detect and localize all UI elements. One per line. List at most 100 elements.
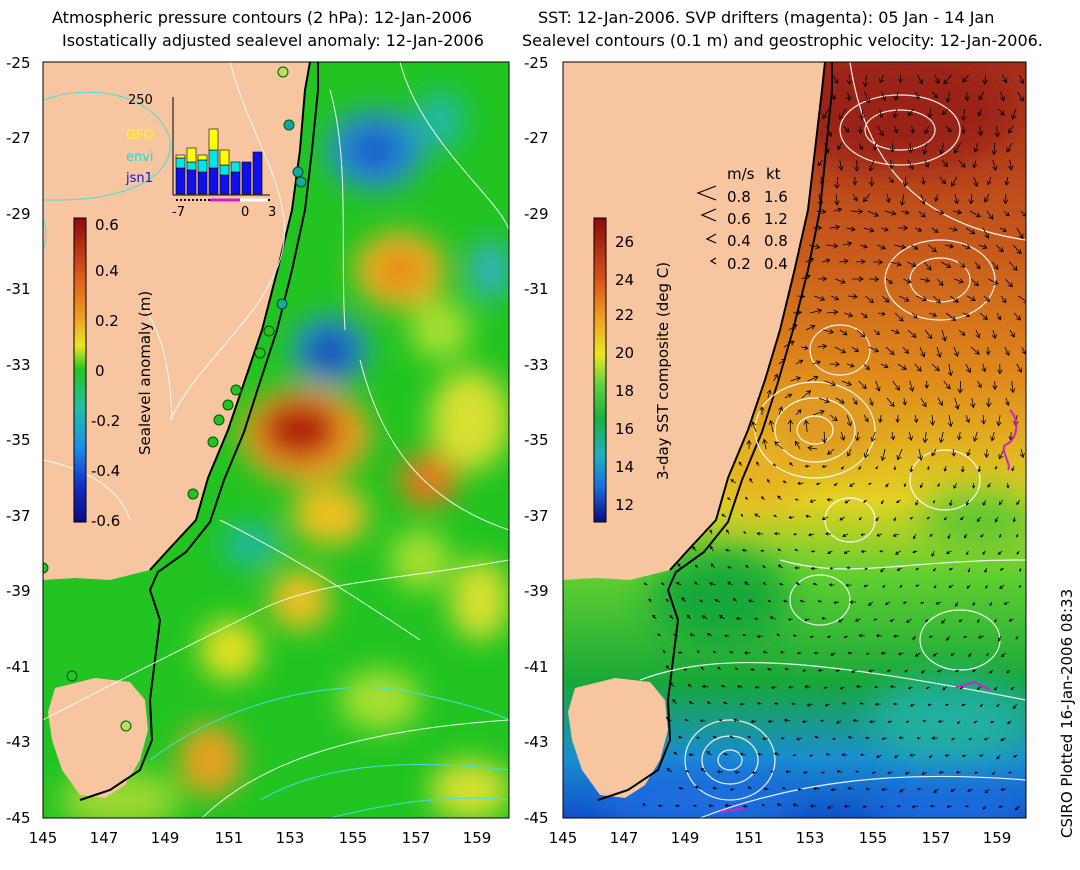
velocity-arrow xyxy=(894,754,899,758)
velocity-arrow xyxy=(684,719,689,722)
velocity-arrow xyxy=(726,497,731,501)
velocity-arrow xyxy=(884,210,897,216)
velocity-arrow xyxy=(973,142,979,153)
velocity-arrow xyxy=(935,209,945,215)
velocity-arrow xyxy=(963,635,968,639)
lon-label: 149 xyxy=(151,829,180,847)
velocity-arrow xyxy=(767,600,772,603)
velocity-arrow xyxy=(932,652,938,657)
velocity-arrow xyxy=(777,495,782,501)
velocity-arrow xyxy=(924,125,930,135)
lon-label: 157 xyxy=(922,829,951,847)
velocity-arrow xyxy=(972,669,977,672)
velocity-arrow xyxy=(863,227,875,233)
velocity-arrow xyxy=(822,328,834,335)
velocity-arrow xyxy=(694,581,699,586)
legend-kt: 0.4 xyxy=(764,255,788,273)
velocity-arrow xyxy=(839,108,847,120)
velocity-arrow xyxy=(890,431,896,441)
velocity-arrow xyxy=(821,616,827,620)
velocity-arrow xyxy=(961,754,967,758)
velocity-arrow xyxy=(921,176,926,186)
velocity-arrow xyxy=(842,533,849,538)
left-map-frame xyxy=(42,61,510,819)
velocity-arrow xyxy=(916,295,928,302)
velocity-arrow xyxy=(915,584,920,587)
velocity-arrow xyxy=(1017,91,1024,102)
coastline xyxy=(669,62,826,571)
velocity-arrow xyxy=(730,479,736,484)
velocity-arrow xyxy=(865,736,870,740)
velocity-arrow xyxy=(899,193,906,207)
velocity-arrow xyxy=(814,735,819,739)
velocity-arrow xyxy=(1010,686,1015,690)
velocity-arrow xyxy=(860,533,866,536)
velocity-arrow xyxy=(917,448,924,461)
anomaly-colorbar-ticks: 0.6 0.4 0.2 0 -0.2 -0.4 -0.6 xyxy=(91,216,120,530)
velocity-arrow xyxy=(843,312,854,318)
velocity-arrow xyxy=(868,159,875,172)
velocity-arrow xyxy=(934,193,939,203)
velocity-arrow xyxy=(959,516,965,520)
plot-credit: CSIRO Plotted 16-Jan-2006 08:33 xyxy=(1058,588,1076,838)
velocity-arrow xyxy=(754,685,760,689)
velocity-arrow xyxy=(735,616,742,621)
velocity-arrow xyxy=(988,278,999,285)
velocity-arrow xyxy=(847,786,854,791)
velocity-arrow xyxy=(810,550,816,553)
velocity-arrow xyxy=(917,74,924,85)
velocity-arrow xyxy=(816,208,827,215)
lon-label: 151 xyxy=(215,829,244,847)
velocity-arrow xyxy=(1008,771,1013,774)
velocity-arrow xyxy=(895,414,901,424)
velocity-arrow xyxy=(740,513,744,518)
legend-arrow-icon xyxy=(705,233,717,244)
lon-label: 147 xyxy=(90,829,119,847)
sst-tick: 20 xyxy=(615,344,634,362)
velocity-arrow xyxy=(849,600,856,604)
velocity-arrow xyxy=(925,618,929,623)
lon-label: 155 xyxy=(859,829,888,847)
velocity-arrow xyxy=(809,804,816,808)
velocity-arrow xyxy=(804,685,811,689)
sst-tick: 12 xyxy=(615,496,634,514)
velocity-arrow xyxy=(933,584,937,589)
velocity-arrow xyxy=(1005,397,1010,406)
velocity-arrow xyxy=(784,667,790,671)
legend-header-ms: m/s xyxy=(727,165,755,183)
velocity-arrow xyxy=(850,669,858,673)
velocity-arrow xyxy=(760,549,765,553)
velocity-arrow xyxy=(863,414,869,423)
velocity-arrow xyxy=(701,615,708,620)
velocity-arrow xyxy=(795,582,801,586)
lat-label: -27 xyxy=(524,129,549,147)
velocity-arrow xyxy=(833,207,843,213)
velocity-arrow xyxy=(788,324,798,331)
velocity-arrow xyxy=(841,380,852,386)
velocity-arrow xyxy=(774,702,779,706)
lat-label: -25 xyxy=(6,54,31,72)
sealevel-anomaly-field xyxy=(60,90,509,818)
velocity-arrow xyxy=(788,685,794,689)
velocity-arrow xyxy=(817,343,828,350)
velocity-arrow xyxy=(729,735,734,739)
velocity-arrow xyxy=(1000,787,1007,792)
velocity-arrow xyxy=(800,345,809,350)
velocity-arrow xyxy=(921,669,926,674)
velocity-arrow xyxy=(827,448,835,455)
velocity-arrow xyxy=(976,516,982,523)
velocity-arrow xyxy=(929,414,936,426)
velocity-arrow xyxy=(922,431,929,444)
right-title-line1: SST: 12-Jan-2006. SVP drifters (magenta)… xyxy=(538,8,995,27)
velocity-arrow xyxy=(977,125,984,137)
velocity-arrow xyxy=(748,599,755,603)
velocity-arrow xyxy=(961,703,966,707)
velocity-arrow xyxy=(965,363,971,374)
velocity-arrow xyxy=(991,142,998,156)
velocity-arrow xyxy=(843,550,850,554)
velocity-arrow xyxy=(762,582,767,586)
velocity-arrow xyxy=(954,397,960,410)
velocity-arrow xyxy=(939,176,947,185)
velocity-arrow xyxy=(885,346,895,356)
velocity-arrow xyxy=(767,719,774,724)
